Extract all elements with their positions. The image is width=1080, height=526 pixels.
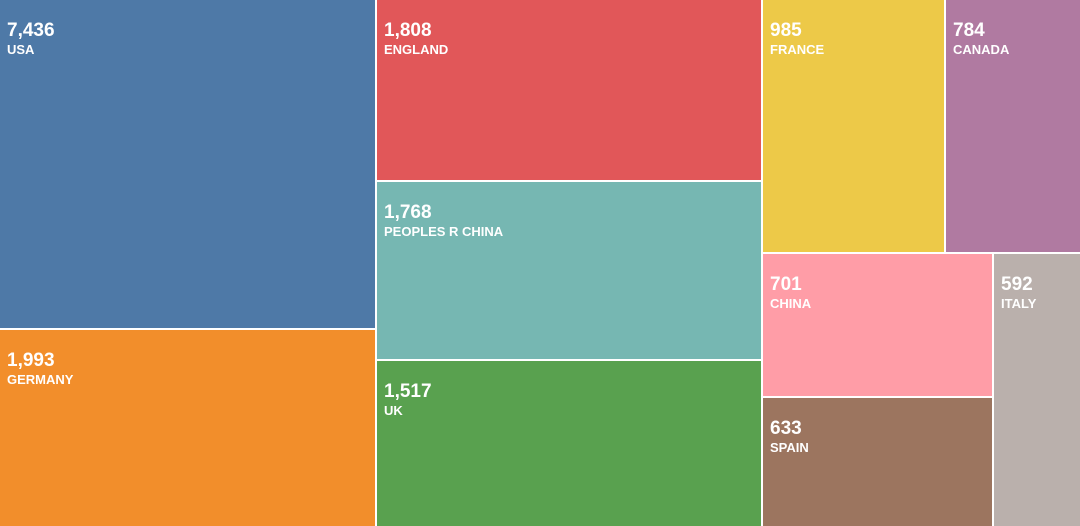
tile-label: USA [7,42,35,57]
tile-uk[interactable]: 1,517 UK [377,361,761,526]
tile-value: 7,436 [7,20,55,41]
tile-label: FRANCE [770,42,825,57]
tile-value: 701 [770,274,802,295]
tile-label: SPAIN [770,440,809,455]
tile-china[interactable]: 701 CHINA [763,254,992,396]
tile-value: 784 [953,20,985,41]
tile-france[interactable]: 985 FRANCE [763,0,944,252]
tile-value: 1,808 [384,20,432,41]
tile-label: ENGLAND [384,42,449,57]
tile-value: 592 [1001,274,1033,295]
tile-label: UK [384,403,403,418]
tile-value: 1,768 [384,202,432,223]
tile-italy[interactable]: 592 ITALY [994,254,1080,526]
tile-value: 633 [770,418,802,439]
tile-usa[interactable]: 7,436 USA [0,0,375,328]
tile-germany[interactable]: 1,993 GERMANY [0,330,375,526]
tile-value: 985 [770,20,802,41]
tile-peoples-r-china[interactable]: 1,768 PEOPLES R CHINA [377,182,761,359]
tile-label: PEOPLES R CHINA [384,224,504,239]
tile-value: 1,993 [7,350,55,371]
tile-england[interactable]: 1,808 ENGLAND [377,0,761,180]
tile-label: GERMANY [7,372,74,387]
tile-value: 1,517 [384,381,432,402]
tile-canada[interactable]: 784 CANADA [946,0,1080,252]
tile-label: CHINA [770,296,812,311]
tile-label: ITALY [1001,296,1037,311]
tile-label: CANADA [953,42,1010,57]
tile-spain[interactable]: 633 SPAIN [763,398,992,526]
